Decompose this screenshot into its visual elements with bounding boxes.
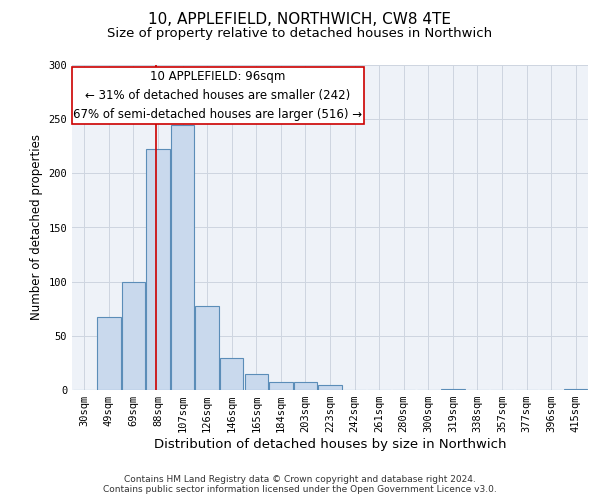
Y-axis label: Number of detached properties: Number of detached properties [30,134,43,320]
Bar [122,282,145,390]
Bar [196,306,219,390]
Bar [245,374,268,390]
FancyBboxPatch shape [72,66,364,124]
Bar [97,318,121,390]
Bar [294,382,317,390]
Bar [441,389,464,390]
Bar [269,382,293,390]
Bar [146,150,170,390]
Text: Size of property relative to detached houses in Northwich: Size of property relative to detached ho… [107,28,493,40]
Bar [220,358,244,390]
Bar [171,124,194,390]
Text: Contains public sector information licensed under the Open Government Licence v3: Contains public sector information licen… [103,485,497,494]
Text: 10 APPLEFIELD: 96sqm
← 31% of detached houses are smaller (242)
67% of semi-deta: 10 APPLEFIELD: 96sqm ← 31% of detached h… [73,70,362,120]
Text: Contains HM Land Registry data © Crown copyright and database right 2024.: Contains HM Land Registry data © Crown c… [124,475,476,484]
Text: 10, APPLEFIELD, NORTHWICH, CW8 4TE: 10, APPLEFIELD, NORTHWICH, CW8 4TE [149,12,452,28]
Bar [564,389,587,390]
X-axis label: Distribution of detached houses by size in Northwich: Distribution of detached houses by size … [154,438,506,451]
Bar [319,384,341,390]
